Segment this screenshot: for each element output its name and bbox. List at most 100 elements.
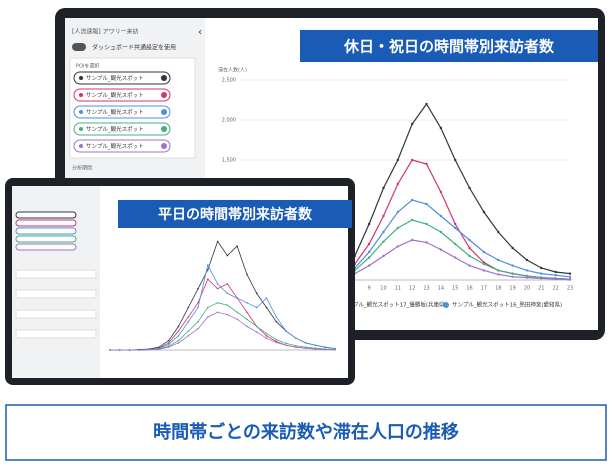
point: [138, 349, 141, 351]
point: [367, 242, 371, 246]
x-tick-label: 11: [395, 286, 401, 292]
point: [275, 338, 278, 341]
point: [540, 266, 543, 270]
point: [265, 335, 268, 337]
poi-name: サンプル_観光スポット: [86, 142, 144, 150]
toggle-label[interactable]: ダッシュボード共通設定を使用: [92, 44, 176, 52]
point: [511, 264, 514, 267]
point: [410, 218, 414, 222]
x-tick-label: 16: [466, 286, 472, 292]
poi-item: [73, 139, 171, 153]
point: [525, 276, 529, 279]
point: [118, 349, 121, 351]
badge-text: 平日の時間帯別来訪者数: [158, 206, 313, 223]
x-tick-label: 13: [423, 286, 429, 292]
x-tick-label: 21: [538, 286, 544, 292]
point: [216, 283, 219, 285]
point: [255, 292, 258, 295]
point: [511, 246, 514, 250]
point: [382, 230, 385, 234]
point: [295, 337, 297, 340]
point: [207, 306, 209, 309]
point: [410, 238, 414, 242]
point: [167, 342, 170, 344]
point: [497, 269, 500, 272]
legend-dot: [443, 302, 449, 308]
point: [497, 230, 500, 234]
point: [554, 274, 557, 277]
point: [167, 343, 170, 346]
poi-dot: [79, 110, 83, 114]
point: [454, 226, 457, 230]
point: [255, 325, 258, 328]
x-tick-label: 14: [438, 286, 444, 292]
point: [304, 347, 307, 349]
point: [255, 306, 258, 309]
poi-dot: [79, 144, 83, 148]
poi-name: サンプル_観光スポット: [86, 125, 144, 133]
point: [425, 102, 428, 106]
point: [275, 316, 278, 318]
point: [439, 248, 443, 251]
point: [265, 297, 268, 299]
point: [285, 344, 287, 347]
poi-item: [73, 105, 171, 119]
point: [396, 158, 400, 162]
poi-item: [73, 88, 171, 102]
point: [511, 275, 514, 278]
point: [468, 264, 471, 267]
point: [482, 250, 486, 254]
line: [110, 311, 336, 351]
point: [246, 318, 248, 321]
toggle[interactable]: [72, 43, 86, 51]
point: [382, 214, 385, 218]
point: [216, 240, 219, 243]
field: [15, 289, 97, 299]
point: [439, 126, 443, 130]
y-tick-label: 2,000: [222, 118, 236, 124]
x-tick-label: 12: [409, 286, 415, 292]
point: [382, 186, 385, 190]
point: [324, 348, 327, 351]
point: [285, 330, 287, 332]
point: [468, 238, 471, 242]
x-tick-label: 22: [552, 286, 558, 292]
point: [226, 292, 229, 295]
point: [197, 287, 199, 290]
x-tick-label: 23: [567, 286, 573, 292]
y-label: 滞在人数(人): [218, 67, 247, 74]
poi-item: [73, 71, 171, 85]
caption: 時間帯ごとの来訪数や滞在人口の推移: [153, 421, 459, 443]
point: [226, 254, 229, 257]
point: [482, 269, 486, 272]
point: [314, 344, 317, 347]
point: [482, 262, 486, 266]
point: [425, 162, 428, 166]
point: [275, 320, 278, 323]
point: [216, 287, 219, 290]
legend-item: サンプル_観光スポット16_熟田神宮(愛知県): [452, 301, 562, 309]
poi-item: [15, 211, 77, 219]
point: [197, 302, 199, 304]
point: [367, 250, 371, 254]
point: [468, 254, 471, 258]
poi-item: [15, 219, 77, 227]
collapse[interactable]: ‹: [198, 27, 202, 38]
point: [410, 158, 414, 162]
badge: [118, 200, 352, 228]
point: [216, 311, 219, 314]
point: [367, 222, 371, 226]
point: [410, 198, 414, 202]
point: [396, 226, 400, 230]
point: [497, 273, 500, 276]
point: [554, 278, 557, 281]
x-tick-label: 19: [509, 286, 515, 292]
field: [15, 309, 97, 319]
poi-name: サンプル_観光スポット: [86, 74, 144, 82]
point: [367, 256, 371, 259]
poi-dot: [79, 127, 83, 131]
point: [525, 269, 529, 272]
poi-item: [73, 122, 171, 136]
x-tick-label: 17: [481, 286, 487, 292]
